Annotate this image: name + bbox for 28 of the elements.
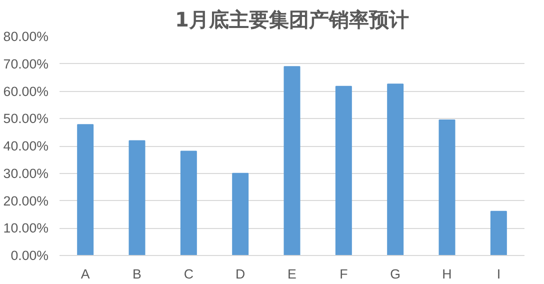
y-tick-label: 0.00% xyxy=(10,248,49,263)
bar xyxy=(490,210,507,256)
bar xyxy=(284,66,300,256)
x-tick-label: C xyxy=(184,266,194,282)
x-tick-label: F xyxy=(340,266,348,282)
x-tick-label: B xyxy=(132,266,142,282)
x-tick-label: A xyxy=(80,266,90,282)
x-tick-label: H xyxy=(442,266,452,282)
x-tick-label: E xyxy=(288,266,297,282)
x-tick-label: I xyxy=(496,266,501,282)
x-tick-label: D xyxy=(236,266,246,282)
bar xyxy=(387,84,404,256)
x-tick-label: G xyxy=(390,266,401,282)
y-tick-label: 80.00% xyxy=(3,29,49,44)
bar xyxy=(180,150,197,256)
y-tick-label: 50.00% xyxy=(3,111,49,126)
bar xyxy=(438,119,456,256)
y-tick-label: 20.00% xyxy=(3,193,49,208)
y-tick-label: 70.00% xyxy=(3,56,49,72)
chart-title: 1月底主要集团产销率预计 xyxy=(175,8,409,32)
bar xyxy=(232,172,249,256)
y-tick-label: 10.00% xyxy=(3,220,49,236)
y-tick-label: 60.00% xyxy=(3,84,49,99)
bar xyxy=(77,124,94,256)
y-tick-label: 40.00% xyxy=(3,138,49,154)
y-tick-label: 30.00% xyxy=(3,166,49,181)
bar xyxy=(335,86,352,256)
bar xyxy=(128,140,146,256)
